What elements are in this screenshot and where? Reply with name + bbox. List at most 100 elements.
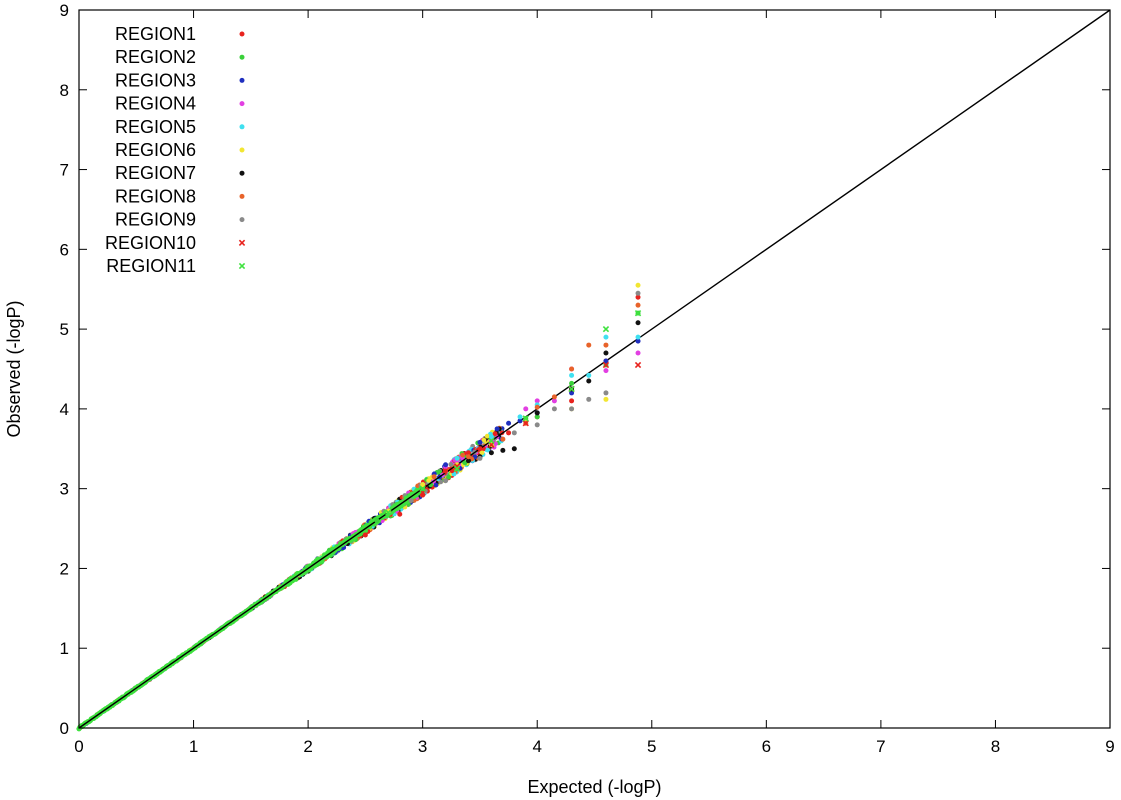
data-point [551,398,557,404]
x-tick-label: 7 [876,737,885,756]
data-point [586,396,592,402]
data-point [603,396,609,402]
y-tick-label: 3 [60,480,69,499]
y-tick-label: 9 [60,1,69,20]
data-point [488,434,494,440]
data-point [517,418,523,424]
x-axis-label: Expected (-logP) [527,777,661,797]
data-point [551,394,557,400]
x-tick-label: 0 [74,737,83,756]
cloud-point [492,431,498,437]
cloud-point [484,433,490,439]
y-tick-label: 5 [60,320,69,339]
data-point [385,509,392,516]
data-point [534,404,540,410]
data-point [586,372,592,378]
data-point [465,458,471,464]
cloud-point [460,452,466,458]
data-point [635,290,641,296]
cloud-point [438,479,444,485]
x-tick-label: 1 [189,737,198,756]
legend-marker [239,170,245,176]
cross-stroke [238,262,246,270]
legend-label: REGION1 [115,24,196,44]
data-point [586,378,592,384]
data-point [569,366,575,372]
legend-entry: REGION11 [106,256,246,276]
series-region11 [385,309,642,516]
data-point [603,358,609,364]
data-point [635,302,641,308]
data-point [511,446,517,452]
legend-marker [239,54,245,60]
y-tick-label: 2 [60,559,69,578]
legend-label: REGION7 [115,163,196,183]
cross-stroke [522,420,529,427]
legend-label: REGION2 [115,47,196,67]
data-point [603,368,609,374]
data-point [635,282,641,288]
cross-stroke [634,361,642,369]
data-point [465,454,471,460]
data-point [454,455,460,461]
data-point [506,420,512,426]
data-point [569,390,575,396]
x-tick-label: 3 [418,737,427,756]
data-point [408,498,414,504]
legend-entry: REGION8 [115,186,245,206]
data-point [523,406,529,412]
data-point [634,309,642,317]
y-tick-label: 4 [60,400,69,419]
data-point [500,447,506,453]
data-point [453,465,461,472]
legend-marker [238,239,246,246]
data-point [420,482,426,488]
data-point [534,398,540,404]
data-point [534,410,540,416]
legend-label: REGION10 [105,233,196,253]
cloud-point [433,482,439,488]
legend-marker [239,217,245,223]
cross-stroke [419,485,426,492]
legend-marker [239,147,245,153]
data-point [443,468,449,474]
data-point [419,485,426,492]
cloud-point [426,478,432,483]
legend-label: REGION5 [115,117,196,137]
data-point [603,342,609,348]
data-point [534,422,540,428]
legend-label: REGION4 [115,94,196,114]
legend-marker [239,101,245,107]
axes: 0 1 2 3 4 5 6 7 8 9 0 1 2 3 4 5 6 7 8 9 [60,1,1115,756]
y-tick-label: 8 [60,81,69,100]
y-tick-label: 0 [60,719,69,738]
legend-label: REGION9 [115,210,196,230]
data-point [603,390,609,396]
legend: REGION1 REGION2 REGION3 REGION4 REGION5 REGIO… [105,24,246,276]
reference-line [78,9,1111,729]
cloud-point [485,447,491,453]
data-point [569,380,575,386]
plot-frame [78,9,1111,729]
x-tick-label: 6 [762,737,771,756]
data-point [500,436,506,442]
x-tick-label: 4 [532,737,541,756]
cross-stroke [453,465,461,472]
data-point [362,532,368,538]
data-point [635,350,641,356]
y-tick-label: 7 [60,161,69,180]
data-point [374,518,380,524]
data-point [477,455,483,461]
data-point [488,437,495,444]
cross-stroke [385,509,392,516]
cloud-point [437,469,442,475]
x-tick-label: 2 [303,737,312,756]
legend-label: REGION3 [115,70,196,90]
legend-entry: REGION3 [115,70,245,90]
legend-entry: REGION4 [115,94,245,114]
data-point [494,426,500,432]
data-point [635,338,641,344]
y-tick-label: 1 [60,639,69,658]
data-point [603,350,609,356]
